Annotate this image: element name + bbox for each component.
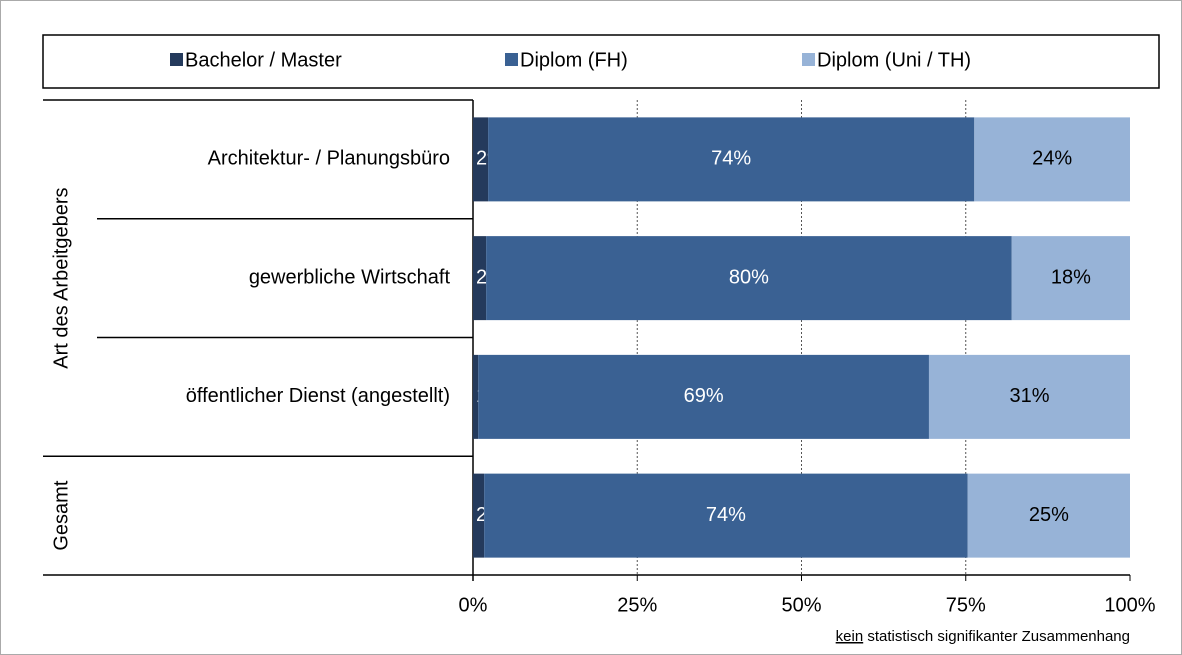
x-tick-label: 50% — [781, 594, 821, 616]
data-label: 74% — [711, 148, 751, 170]
data-label: 74% — [706, 504, 746, 526]
bar-segment — [473, 473, 485, 558]
y-tick-label: gewerbliche Wirtschaft — [249, 266, 451, 288]
group-label: Gesamt — [50, 480, 72, 550]
x-tick-label: 75% — [946, 594, 986, 616]
data-label: 31% — [1009, 385, 1049, 407]
legend-swatch — [505, 53, 518, 66]
y-tick-label: öffentlicher Dienst (angestellt) — [186, 385, 450, 407]
data-label: 80% — [729, 266, 769, 288]
note-text: statistisch signifikanter Zusammenhang — [867, 628, 1130, 645]
legend-label: Diplom (FH) — [520, 49, 628, 71]
legend-label: Diplom (Uni / TH) — [817, 49, 971, 71]
bar-segment — [974, 117, 1130, 202]
bar-segment — [928, 354, 1130, 439]
bar-segment — [1011, 236, 1130, 321]
y-tick-label: Architektur- / Planungsbüro — [208, 148, 450, 170]
data-label: 69% — [684, 385, 724, 407]
data-label: 24% — [1032, 148, 1072, 170]
bar-segment — [484, 473, 968, 558]
legend-swatch — [802, 53, 815, 66]
x-tick-label: 100% — [1104, 594, 1155, 616]
data-label: 18% — [1051, 266, 1091, 288]
bar-segment — [478, 354, 929, 439]
bar-segment — [488, 117, 975, 202]
legend-swatch — [170, 53, 183, 66]
bar-segment — [473, 236, 487, 321]
note-underlined: kein — [836, 628, 864, 645]
bar-segment — [486, 236, 1012, 321]
bar-segment — [473, 117, 489, 202]
group-label: Art des Arbeitgebers — [50, 188, 72, 369]
bar-segment — [967, 473, 1130, 558]
x-tick-label: 0% — [459, 594, 488, 616]
data-label: 25% — [1029, 504, 1069, 526]
note: kein statistisch signifikanter Zusammenh… — [836, 628, 1130, 645]
x-tick-label: 25% — [617, 594, 657, 616]
bar-segment — [473, 354, 479, 439]
legend-box — [42, 34, 1160, 89]
legend-label: Bachelor / Master — [185, 49, 342, 71]
